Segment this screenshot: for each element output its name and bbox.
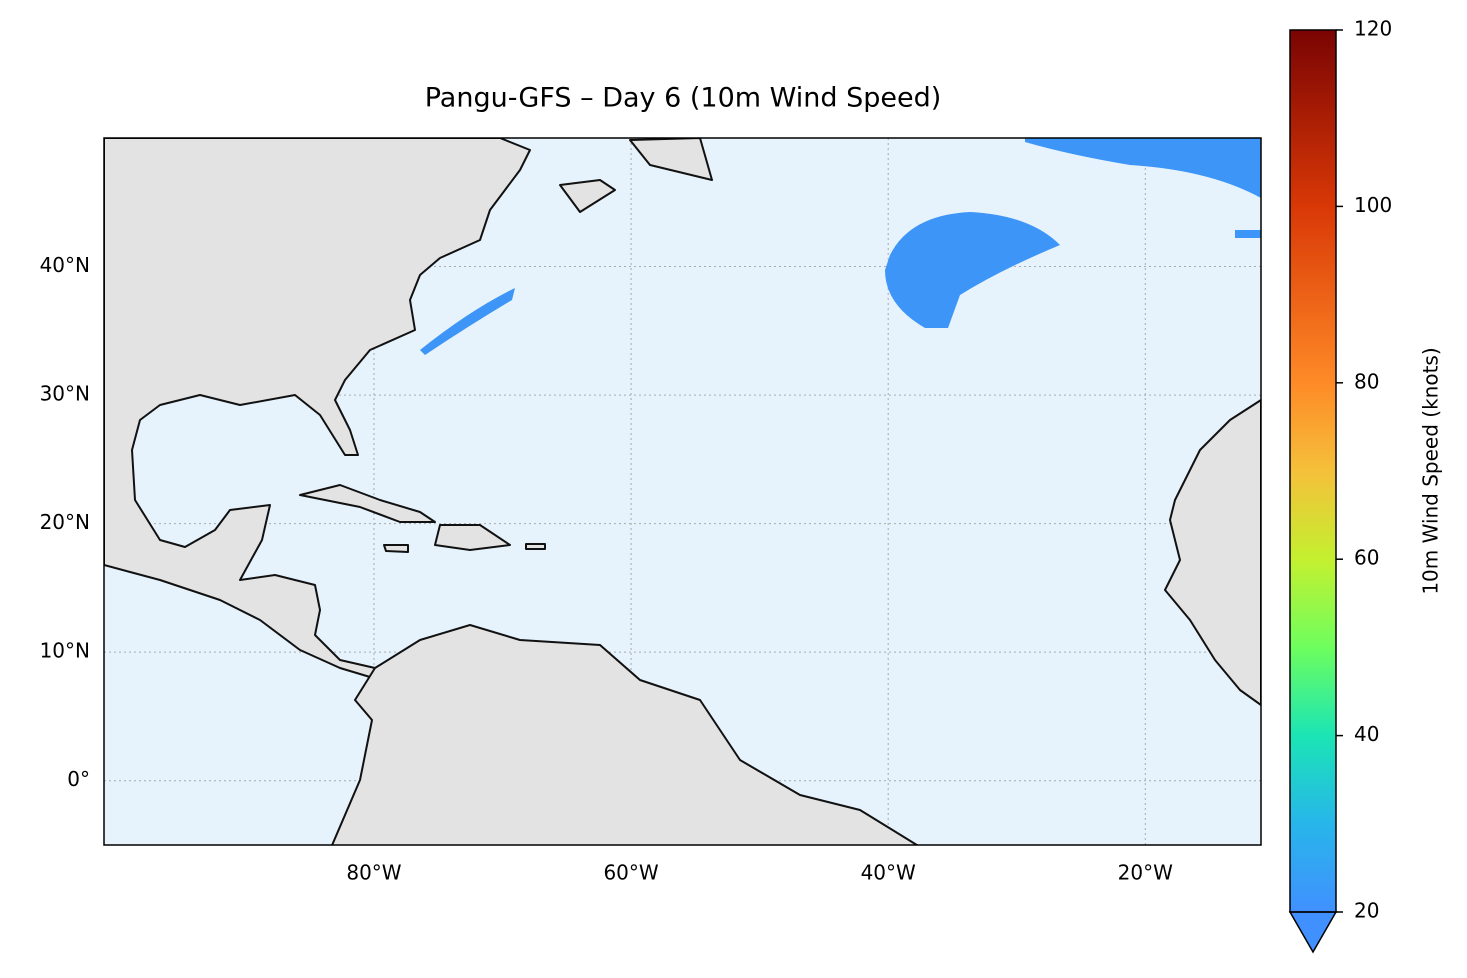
africa bbox=[1164, 399, 1261, 706]
map-title: Pangu-GFS – Day 6 (10m Wind Speed) bbox=[425, 83, 942, 114]
wind-region bbox=[1235, 230, 1261, 238]
south-america bbox=[331, 624, 919, 845]
colorbar-tick-label: 20 bbox=[1354, 899, 1379, 923]
y-tick-label: 20°N bbox=[40, 510, 90, 534]
puerto-rico bbox=[525, 543, 546, 550]
wind-region bbox=[885, 212, 1060, 328]
jamaica bbox=[383, 544, 409, 553]
colorbar-tick-label: 120 bbox=[1354, 17, 1392, 41]
x-tick-label: 80°W bbox=[346, 861, 401, 885]
y-tick-label: 10°N bbox=[40, 639, 90, 663]
colorbar-frame bbox=[1289, 29, 1337, 913]
cuba bbox=[299, 484, 436, 523]
hispaniola bbox=[434, 524, 511, 551]
colorbar-tick-label: 80 bbox=[1354, 369, 1379, 393]
colorbar-extend bbox=[1288, 911, 1338, 954]
colorbar-tick-label: 60 bbox=[1354, 546, 1379, 570]
colorbar-tick-label: 100 bbox=[1354, 193, 1392, 217]
x-tick-label: 20°W bbox=[1118, 861, 1173, 885]
colorbar-label: 10m Wind Speed (knots) bbox=[1419, 347, 1443, 594]
y-tick-label: 0° bbox=[67, 767, 90, 791]
colorbar bbox=[1290, 30, 1336, 912]
wind-region bbox=[420, 288, 515, 355]
wind-region bbox=[1025, 138, 1261, 198]
axes-frame bbox=[103, 137, 1262, 846]
newfoundland bbox=[559, 179, 616, 213]
colorbar-tick-label: 40 bbox=[1354, 722, 1379, 746]
y-tick-label: 40°N bbox=[40, 253, 90, 277]
y-tick-label: 30°N bbox=[40, 382, 90, 406]
x-tick-label: 60°W bbox=[603, 861, 658, 885]
x-tick-label: 40°W bbox=[861, 861, 916, 885]
map-area bbox=[104, 138, 1261, 845]
